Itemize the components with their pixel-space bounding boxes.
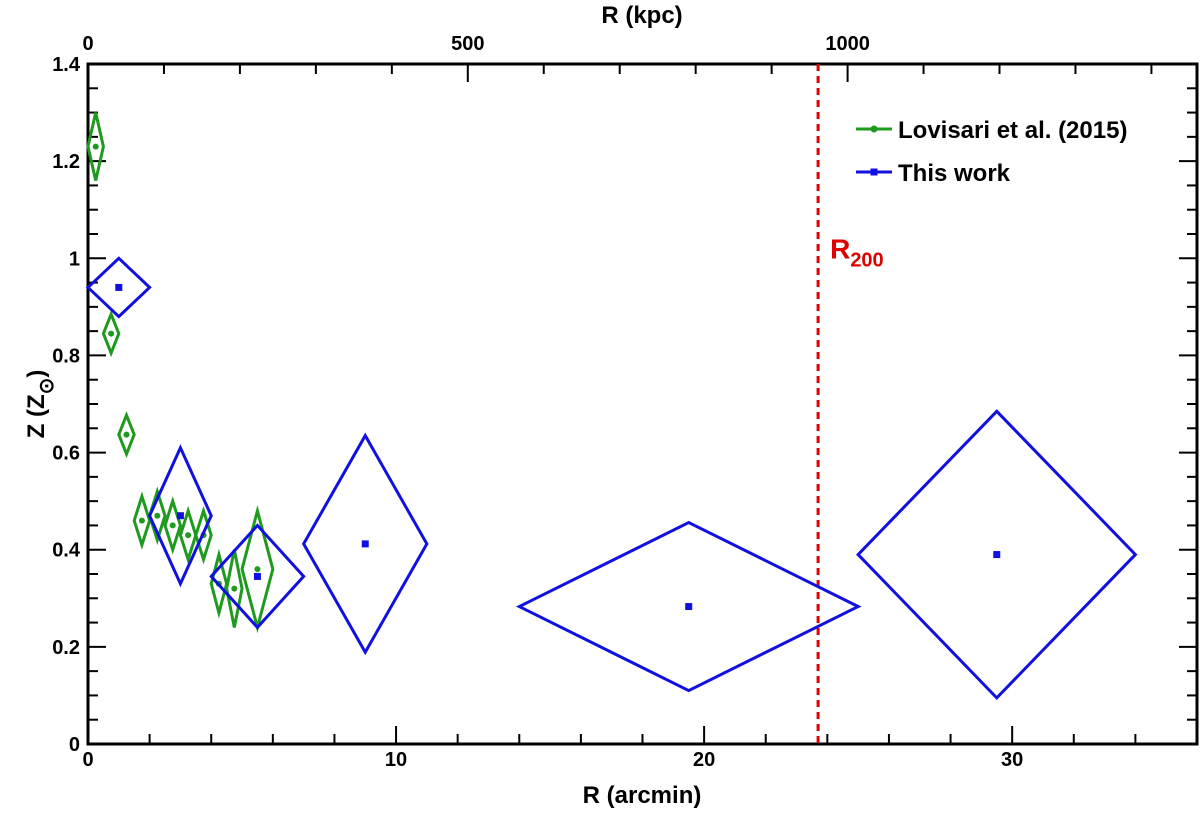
x-tick-label: 20	[693, 749, 715, 771]
legend: Lovisari et al. (2015) This work	[856, 117, 1127, 187]
error-diamond	[85, 256, 152, 319]
legend-label-lovisari: Lovisari et al. (2015)	[898, 117, 1127, 144]
legend-item-lovisari: Lovisari et al. (2015)	[856, 117, 1127, 144]
data-point	[254, 566, 261, 573]
y-tick-label: 1	[69, 248, 80, 270]
y-tick-label: 0.2	[52, 637, 80, 659]
error-diamond	[856, 409, 1138, 701]
legend-marker-this-work	[870, 168, 878, 176]
data-point	[154, 512, 161, 519]
y-tick-label: 0.4	[52, 540, 81, 562]
error-diamond	[101, 310, 121, 358]
data-point	[115, 283, 123, 291]
error-diamond	[147, 444, 213, 588]
data-point	[253, 572, 261, 580]
data-point	[993, 551, 1001, 559]
y-tick-label: 1.4	[52, 54, 81, 76]
svg-text:Z (Z⊙): Z (Z⊙)	[23, 370, 58, 439]
error-diamond	[515, 520, 862, 693]
data-point	[361, 540, 369, 548]
tick-marks	[87, 63, 1198, 745]
x-tick-label: 30	[1001, 749, 1023, 771]
y-axis-title-close: )	[23, 370, 50, 378]
data-point	[185, 532, 192, 539]
plot-frame	[86, 62, 1199, 746]
data-point	[138, 517, 145, 524]
error-diamond	[301, 432, 429, 656]
x-axis-title: R (arcmin)	[583, 782, 702, 809]
error-diamond	[86, 112, 105, 181]
top-tick-label: 1000	[825, 33, 870, 55]
top-axis-title: R (kpc)	[601, 2, 682, 29]
series-layer	[85, 112, 1138, 701]
legend-marker-lovisari	[870, 125, 878, 133]
series-lovisari	[86, 112, 275, 634]
series-this-work	[85, 256, 1138, 701]
top-tick-label: 0	[82, 33, 93, 55]
data-point	[123, 431, 130, 438]
data-point	[92, 143, 99, 150]
error-diamond	[163, 496, 182, 555]
r200-label-sub: 200	[850, 249, 883, 271]
tick-labels: 0 10 20 30 0 500 1000 0 0.2 0.4 0.6 0.8 1 1.2 1.4	[52, 33, 1023, 771]
x-tick-label: 0	[82, 749, 93, 771]
error-diamond	[209, 523, 306, 630]
error-diamond	[194, 505, 213, 565]
x-tick-label: 10	[385, 749, 407, 771]
y-tick-label: 1.2	[52, 151, 80, 173]
data-point	[176, 512, 184, 520]
y-tick-label: 0	[69, 734, 80, 756]
y-axis-title-main: Z (Z	[23, 394, 50, 438]
error-diamond	[148, 486, 167, 545]
legend-label-this-work: This work	[898, 160, 1011, 187]
data-point	[685, 603, 693, 611]
r200-label: R200	[830, 233, 884, 271]
r200-label-main: R	[830, 233, 850, 264]
data-point	[169, 522, 176, 529]
data-point	[108, 330, 115, 337]
legend-item-this-work: This work	[856, 160, 1011, 187]
y-tick-label: 0.8	[52, 345, 80, 367]
y-tick-label: 0.6	[52, 443, 80, 465]
top-tick-label: 500	[451, 33, 484, 55]
y-axis-title: Z (Z⊙)	[23, 370, 58, 439]
error-diamond	[117, 411, 136, 459]
error-diamond	[225, 549, 244, 628]
data-point	[231, 585, 238, 592]
y-axis-title-sub: ⊙	[36, 378, 58, 395]
